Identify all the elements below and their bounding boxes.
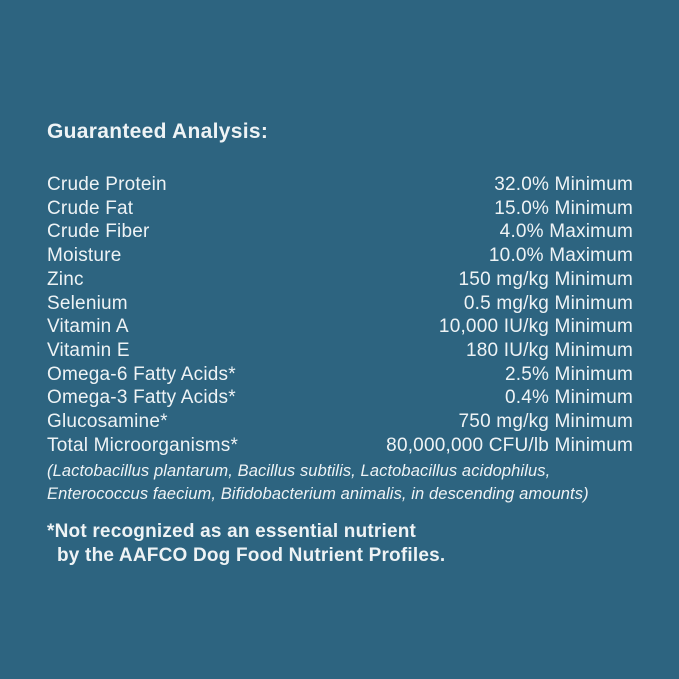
nutrient-label: Glucosamine*: [47, 411, 168, 433]
nutrient-label: Omega-3 Fatty Acids*: [47, 387, 236, 409]
microorganisms-note: (Lactobacillus plantarum, Bacillus subti…: [47, 460, 633, 506]
nutrient-label: Crude Fat: [47, 197, 134, 219]
table-row: Crude Fat 15.0% Minimum: [47, 197, 633, 221]
nutrient-value: 80,000,000 CFU/lb Minimum: [386, 434, 633, 456]
aafco-footnote-line1: *Not recognized as an essential nutrient: [47, 521, 417, 543]
nutrient-label: Omega-6 Fatty Acids*: [47, 363, 236, 385]
nutrient-value: 32.0% Minimum: [494, 174, 633, 195]
table-row: Moisture 10.0% Maximum: [47, 244, 633, 268]
table-row: Total Microorganisms* 80,000,000 CFU/lb …: [47, 434, 633, 458]
nutrient-label: Zinc: [47, 268, 84, 290]
nutrient-label: Crude Fiber: [47, 221, 150, 243]
nutrient-value: 150 mg/kg Minimum: [458, 268, 633, 290]
table-row: Omega-3 Fatty Acids* 0.4% Minimum: [47, 386, 633, 410]
nutrient-label: Vitamin E: [47, 339, 130, 361]
nutrient-value: 2.5% Minimum: [504, 363, 633, 385]
nutrient-value: 10,000 IU/kg Minimum: [438, 316, 633, 338]
page-title: Guaranteed Analysis:: [47, 120, 269, 143]
table-row: Vitamin E 180 IU/kg Minimum: [47, 339, 633, 363]
nutrient-label: Crude Protein: [47, 174, 167, 195]
table-row: Omega-6 Fatty Acids* 2.5% Minimum: [47, 363, 633, 387]
nutrient-label: Vitamin A: [47, 316, 129, 338]
table-row: Selenium 0.5 mg/kg Minimum: [47, 292, 633, 316]
nutrient-value: 0.5 mg/kg Minimum: [463, 292, 633, 314]
table-row: Glucosamine* 750 mg/kg Minimum: [47, 410, 633, 434]
microorganisms-note-line2: Enterococcus faecium, Bifidobacterium an…: [47, 485, 589, 504]
analysis-table: Crude Protein 32.0% Minimum Crude Fat 15…: [47, 173, 633, 457]
aafco-footnote: *Not recognized as an essential nutrient…: [47, 520, 633, 568]
nutrient-value: 750 mg/kg Minimum: [458, 411, 633, 433]
nutrient-value: 0.4% Minimum: [504, 387, 633, 409]
label-content: Guaranteed Analysis: Crude Protein 32.0%…: [47, 120, 633, 568]
microorganisms-note-line1: (Lactobacillus plantarum, Bacillus subti…: [47, 462, 551, 481]
table-row: Vitamin A 10,000 IU/kg Minimum: [47, 315, 633, 339]
nutrient-label: Moisture: [47, 245, 122, 267]
table-row: Crude Protein 32.0% Minimum: [47, 173, 633, 197]
nutrient-value: 10.0% Maximum: [488, 245, 633, 267]
nutrient-value: 15.0% Minimum: [494, 197, 633, 219]
aafco-footnote-line2: by the AAFCO Dog Food Nutrient Profiles.: [57, 545, 446, 567]
table-row: Zinc 150 mg/kg Minimum: [47, 268, 633, 292]
table-row: Crude Fiber 4.0% Maximum: [47, 220, 633, 244]
nutrient-label: Selenium: [47, 292, 128, 314]
nutrient-label: Total Microorganisms*: [47, 434, 239, 456]
nutrient-value: 4.0% Maximum: [499, 221, 633, 243]
nutrient-value: 180 IU/kg Minimum: [465, 339, 633, 361]
